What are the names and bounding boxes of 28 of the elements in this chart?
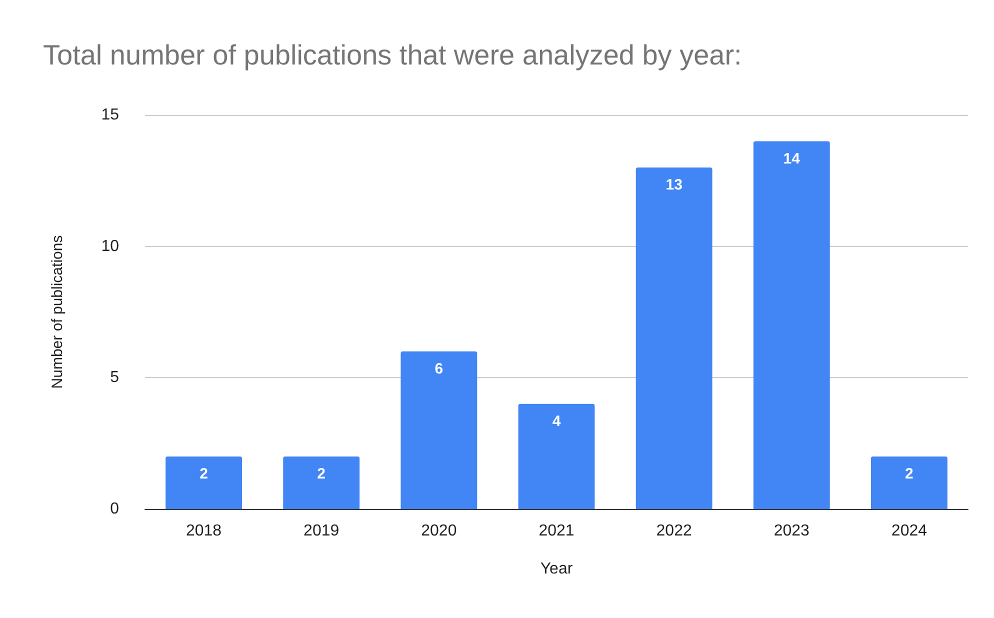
x-tick-label: 2020 [421, 522, 457, 540]
y-axis-title: Number of publications [49, 235, 66, 389]
x-axis-title: Year [540, 560, 574, 578]
x-tick-label: 2018 [186, 522, 222, 540]
bar [283, 456, 360, 509]
bar [400, 351, 478, 509]
y-tick-label: 15 [101, 106, 120, 124]
data-label: 2 [905, 465, 914, 482]
bar [753, 141, 830, 509]
x-tick-label: 2021 [538, 522, 574, 540]
x-tick-label: 2023 [774, 522, 810, 540]
chart-title: Total number of publications that were analyzed by year: [43, 40, 742, 70]
x-tick-label: 2019 [304, 522, 340, 540]
y-tick-label: 0 [110, 500, 120, 518]
x-tick-label: 2022 [656, 522, 692, 540]
x-tick-label: 2024 [891, 522, 928, 540]
data-label: 6 [434, 360, 444, 378]
bar [871, 456, 948, 509]
data-label: 14 [783, 150, 801, 168]
y-tick-label: 5 [110, 369, 120, 386]
y-tick-label: 10 [101, 238, 120, 255]
bar [636, 168, 712, 509]
data-label: 13 [666, 176, 682, 194]
data-label: 4 [552, 412, 562, 430]
data-label: 2 [200, 465, 208, 482]
data-label: 2 [317, 465, 326, 482]
bar [166, 456, 242, 509]
bar [518, 404, 595, 509]
